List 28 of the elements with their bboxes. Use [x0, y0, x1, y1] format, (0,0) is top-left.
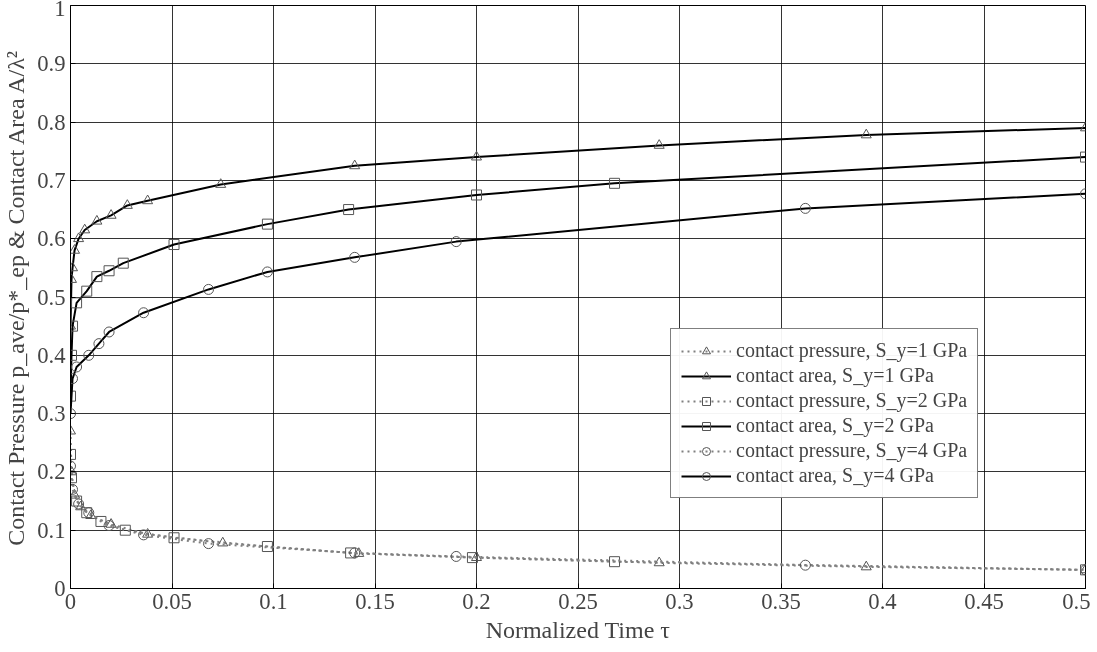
y-tick-label: 0.3: [37, 401, 66, 427]
y-tick-label: 0.1: [37, 517, 66, 543]
x-tick-label: 0.45: [964, 588, 1004, 614]
x-tick-label: 0.3: [665, 588, 694, 614]
y-tick-label: 0.6: [37, 226, 66, 252]
y-tick-label: 1: [54, 0, 66, 21]
legend-label: contact pressure, S_y=4 GPa: [736, 439, 968, 462]
x-tick-label: 0.15: [355, 588, 395, 614]
y-tick-label: 0.5: [37, 284, 66, 310]
legend-label: contact area, S_y=4 GPa: [736, 464, 934, 487]
legend-label: contact area, S_y=1 GPa: [736, 364, 934, 387]
legend-label: contact pressure, S_y=1 GPa: [736, 339, 968, 362]
x-tick-label: 0.5: [1062, 588, 1091, 614]
x-tick-label: 0.25: [558, 588, 598, 614]
x-tick-label: 0.4: [868, 588, 897, 614]
y-tick-label: 0.9: [37, 51, 66, 77]
y-tick-label: 0.8: [37, 109, 66, 135]
legend-label: contact pressure, S_y=2 GPa: [736, 389, 968, 412]
y-tick-label: 0.4: [37, 342, 66, 368]
x-tick-label: 0.2: [462, 588, 491, 614]
x-tick-label: 0.05: [152, 588, 192, 614]
x-axis-title: Normalized Time τ: [485, 616, 671, 643]
y-tick-label: 0.7: [37, 167, 66, 193]
x-tick-label: 0.35: [761, 588, 801, 614]
legend-label: contact area, S_y=2 GPa: [736, 414, 934, 437]
x-tick-label: 0.1: [259, 588, 288, 614]
y-tick-label: 0.2: [37, 459, 66, 485]
y-axis-title: Contact Pressure p_ave/p*_ep & Contact Area A/λ²: [3, 50, 30, 546]
